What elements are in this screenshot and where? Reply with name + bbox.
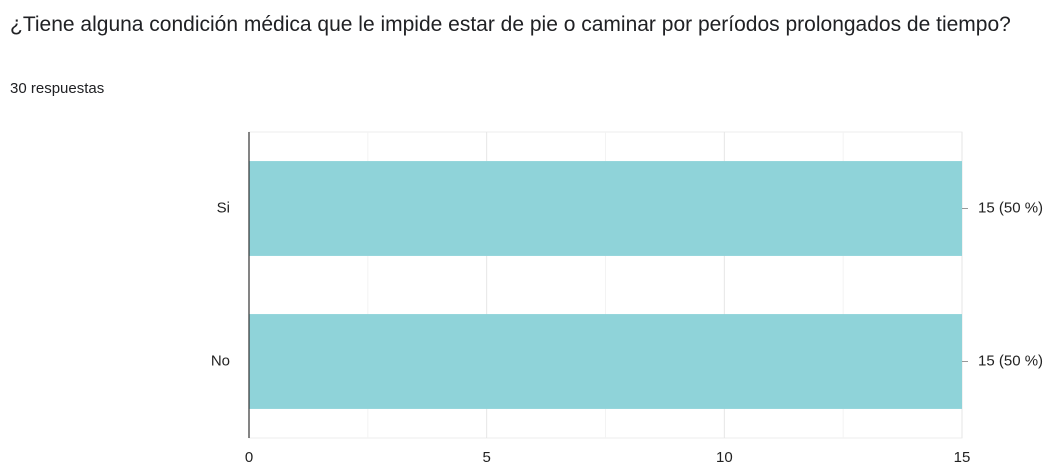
value-label: 15 (50 %): [978, 199, 1043, 216]
bar: [249, 161, 962, 256]
bar: [249, 314, 962, 409]
x-tick-label: 15: [954, 449, 971, 466]
chart-title: ¿Tiene alguna condición médica que le im…: [10, 13, 1011, 36]
y-tick-label: Si: [217, 199, 230, 216]
y-tick-label: No: [211, 352, 230, 369]
chart-subtitle: 30 respuestas: [10, 80, 105, 97]
x-tick-label: 5: [482, 449, 490, 466]
x-tick-label: 10: [716, 449, 733, 466]
x-tick-label: 0: [245, 449, 253, 466]
value-label: 15 (50 %): [978, 352, 1043, 369]
